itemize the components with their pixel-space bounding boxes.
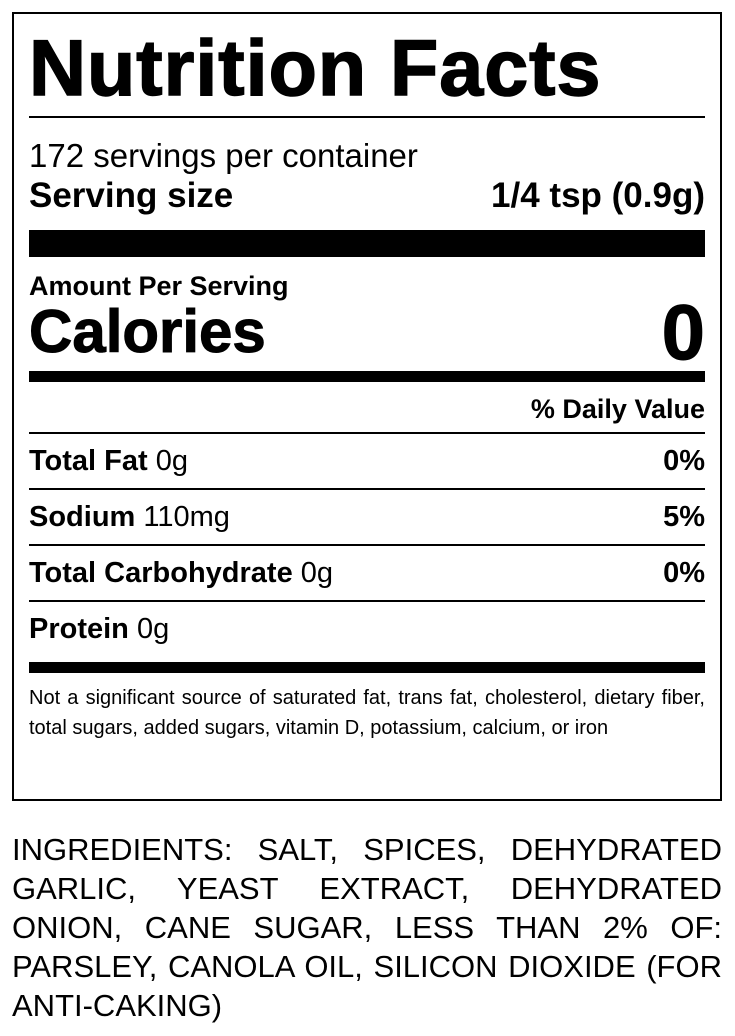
ingredients: INGREDIENTS: SALT, SPICES, DEHYDRATED GA… bbox=[12, 832, 722, 1023]
nutrient-row: Sodium 110mg 5% bbox=[29, 488, 705, 544]
calories-value: 0 bbox=[661, 288, 705, 376]
nutrient: Total Carbohydrate 0g bbox=[29, 546, 333, 600]
nutrient: Protein 0g bbox=[29, 602, 169, 656]
nutrient-dv: 0% bbox=[663, 445, 705, 477]
thick-bar bbox=[29, 230, 705, 257]
amount-per-serving: Amount Per Serving bbox=[29, 271, 289, 301]
bottom-bar bbox=[29, 662, 705, 673]
nutrient-amount: 0g bbox=[136, 613, 170, 645]
serving-size-value: 1/4 tsp (0.9g) bbox=[491, 176, 705, 215]
nutrient-rows: Total Fat 0g 0% Sodium 110mg 5% Total Carboh… bbox=[29, 432, 705, 656]
daily-value-header: % Daily Value bbox=[530, 394, 705, 424]
calories-label: Calories bbox=[29, 298, 267, 365]
label-title: Nutrition Facts bbox=[28, 23, 602, 112]
calories: Calories 0 bbox=[29, 288, 706, 376]
serving-size-label: Serving size bbox=[29, 176, 234, 215]
footnote: Not a significant source of saturated fa… bbox=[29, 687, 705, 739]
nutrient-row: Total Carbohydrate 0g 0% bbox=[29, 544, 705, 600]
nutrition-label: Nutrition Facts 172 servings per contain… bbox=[12, 12, 722, 801]
nutrient-row: Total Fat 0g 0% bbox=[29, 432, 705, 488]
nutrient-name: Total Carbohydrate bbox=[29, 557, 293, 589]
nutrient-dv: 5% bbox=[663, 501, 705, 533]
nutrient-amount: 0g bbox=[300, 557, 334, 589]
nutrient-name: Sodium bbox=[29, 501, 136, 533]
nutrient: Total Fat 0g bbox=[29, 434, 188, 488]
nutrient-name: Protein bbox=[29, 613, 129, 645]
serving-size: Serving size 1/4 tsp (0.9g) bbox=[29, 176, 705, 216]
nutrient-dv: 0% bbox=[663, 557, 705, 589]
nutrient: Sodium 110mg bbox=[29, 490, 230, 544]
nutrient-amount: 0g bbox=[155, 445, 189, 477]
nutrient-amount: 110mg bbox=[143, 501, 230, 533]
servings: 172 servings per container bbox=[29, 137, 418, 174]
medium-bar bbox=[29, 371, 705, 382]
divider bbox=[29, 116, 705, 118]
nutrient-row: Protein 0g bbox=[29, 600, 705, 656]
nutrient-name: Total Fat bbox=[29, 445, 148, 477]
